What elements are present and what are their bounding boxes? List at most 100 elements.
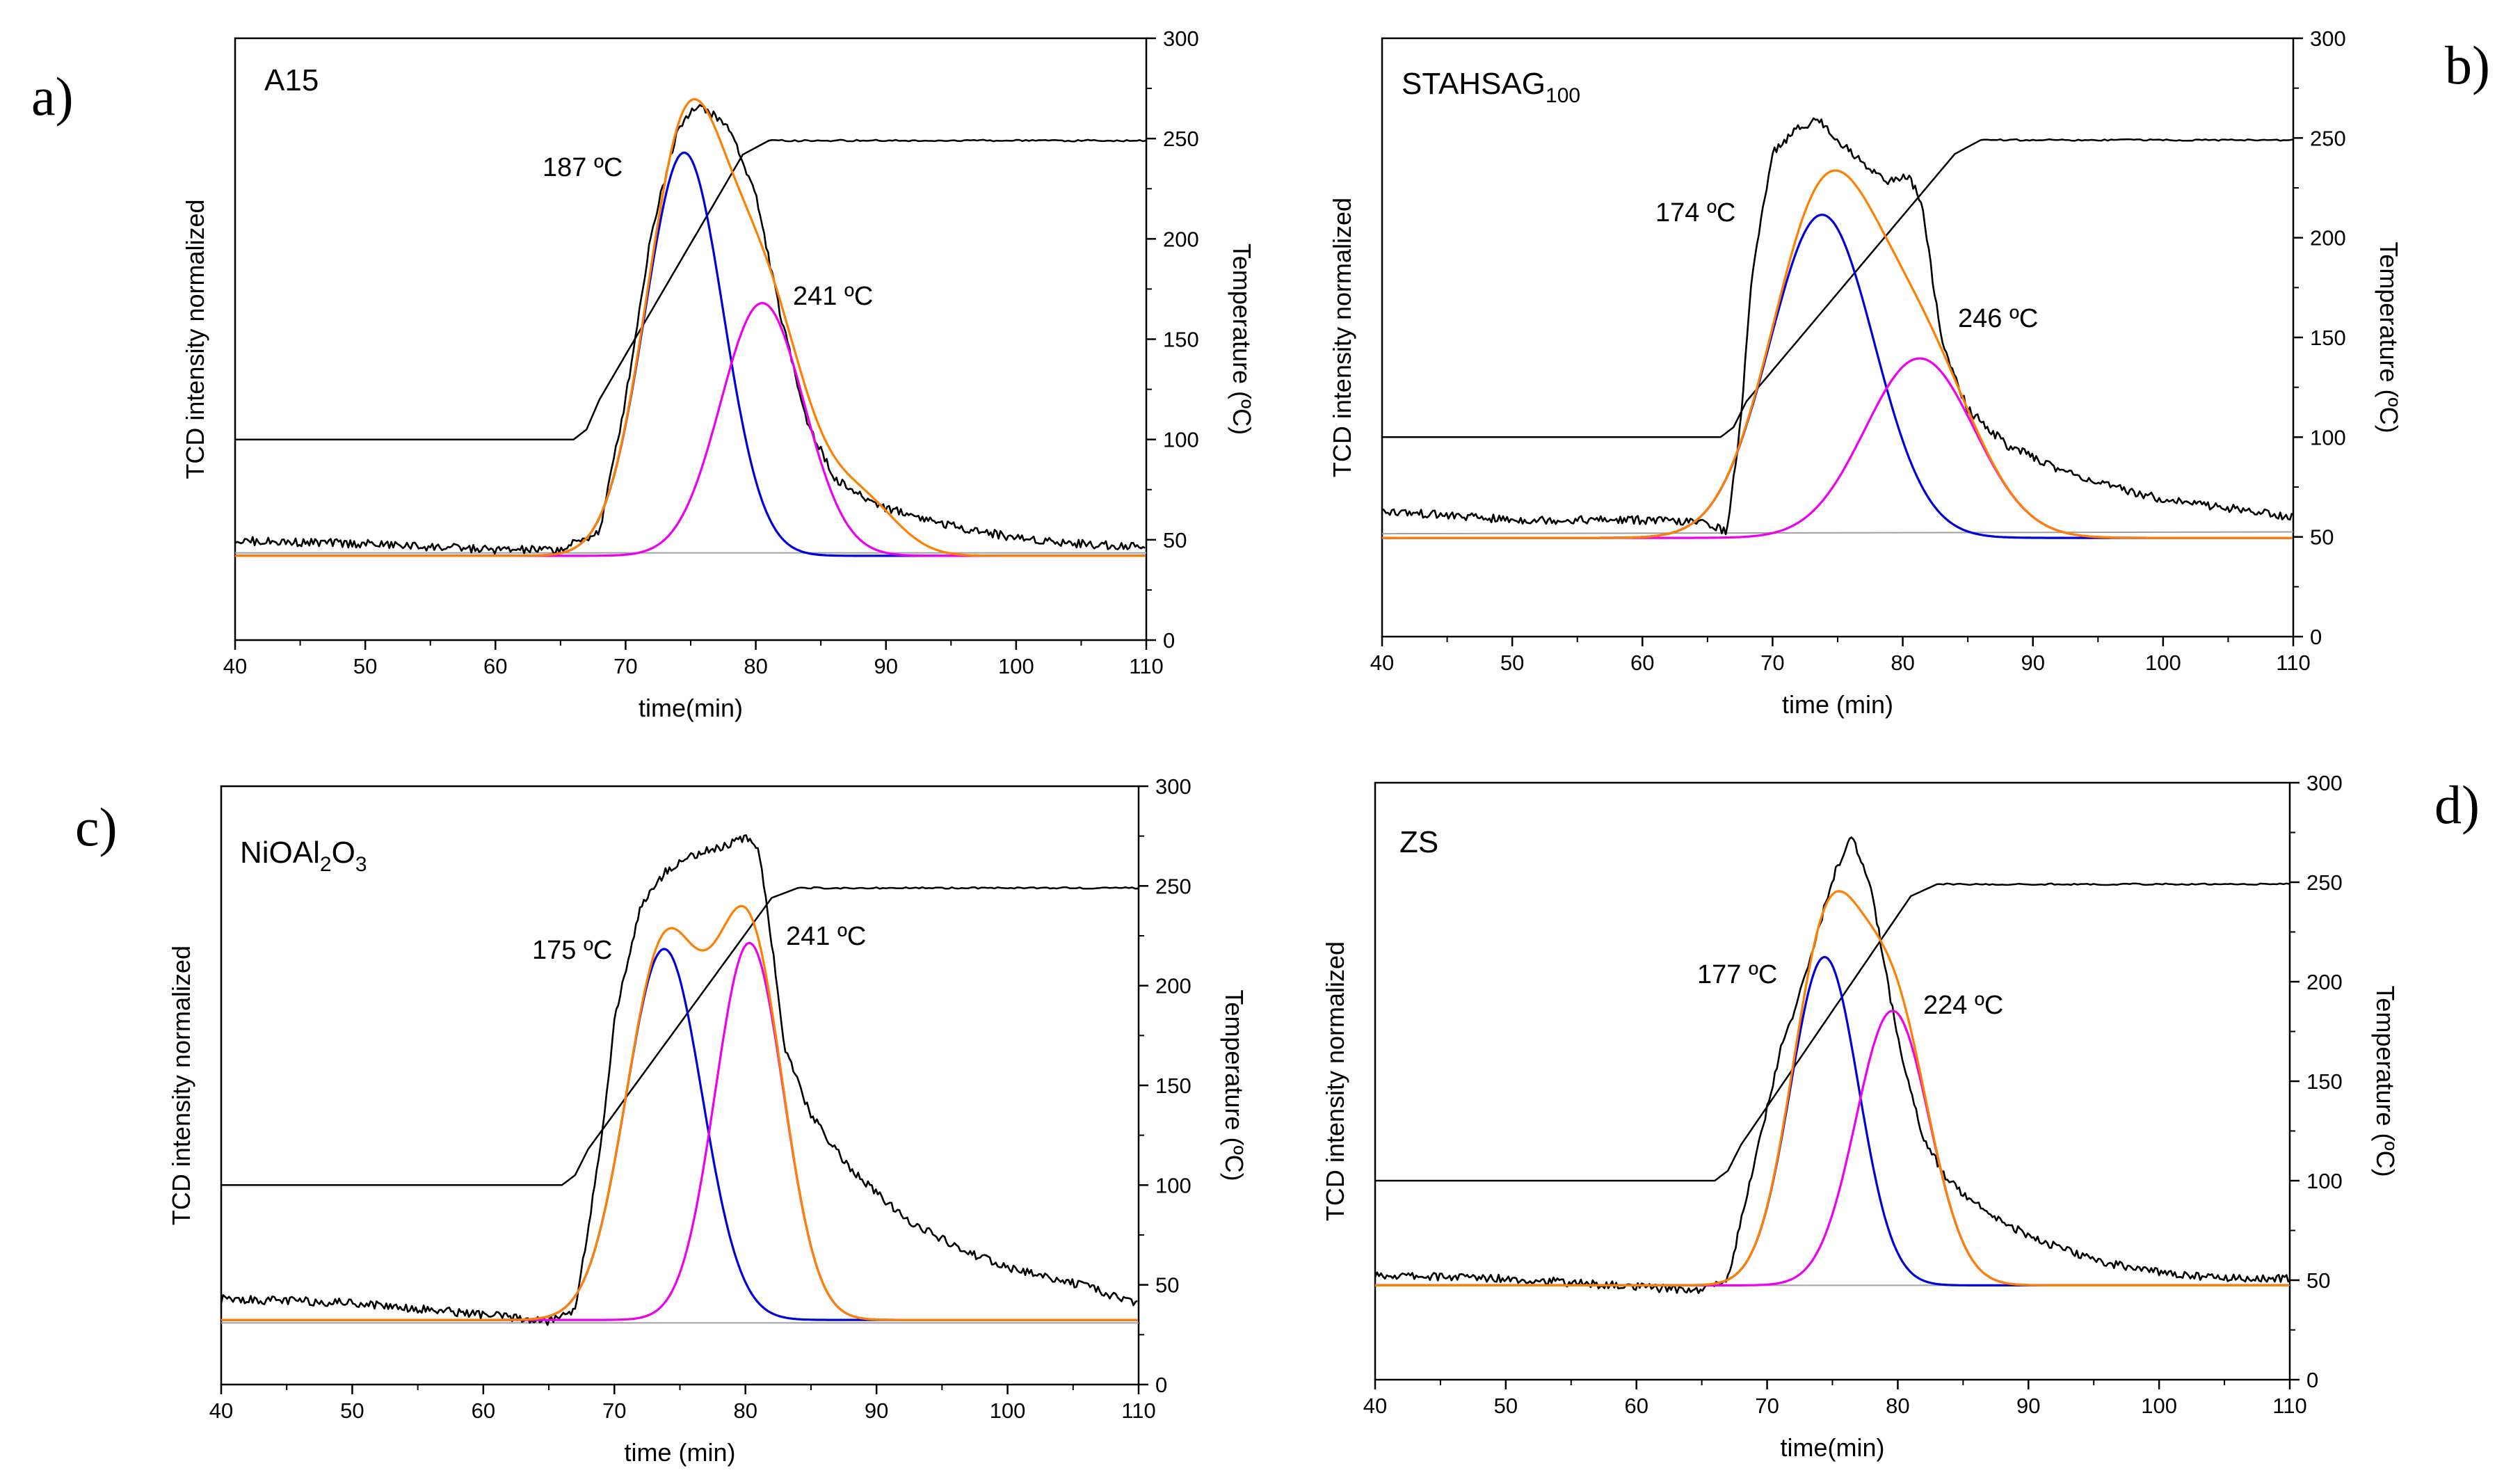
y-tick-label: 150	[2310, 326, 2346, 350]
peak-annotation: 246 ºC	[1958, 304, 2038, 333]
x-tick-label: 60	[1624, 1394, 1648, 1418]
x-tick-label: 80	[733, 1398, 757, 1423]
x-tick-label: 90	[865, 1398, 888, 1423]
y-tick-label: 150	[2306, 1069, 2343, 1094]
y-tick-label: 200	[1163, 227, 1199, 251]
peak-annotation: 241 ºC	[786, 922, 866, 951]
x-tick-label: 70	[1755, 1394, 1779, 1418]
peak1-fit-line	[235, 151, 1146, 557]
curves	[1375, 836, 2290, 1294]
sample-label: A15	[264, 63, 319, 97]
peak1-fit-line	[1382, 214, 2293, 539]
sample-label: ZS	[1399, 825, 1438, 859]
y-tick-label: 250	[1163, 127, 1199, 151]
y-axis-label-right: Temperature (ºC)	[2371, 985, 2400, 1177]
envelope-fit-line	[221, 904, 1138, 1321]
y-tick-label: 50	[2306, 1268, 2330, 1293]
y-tick-label: 0	[1155, 1373, 1167, 1397]
x-tick-label: 40	[209, 1398, 233, 1423]
y-tick-label: 0	[1163, 628, 1175, 653]
y-tick-label: 200	[2310, 226, 2346, 250]
peak-annotation: 241 ºC	[793, 282, 873, 311]
peak-annotation: 187 ºC	[543, 153, 623, 182]
x-tick-label: 80	[744, 654, 767, 678]
sample-label: STAHSAG100	[1402, 67, 1580, 107]
x-tick-label: 100	[998, 654, 1034, 678]
panel-letter: d)	[2434, 774, 2480, 835]
x-tick-label: 60	[483, 654, 507, 678]
y-tick-label: 300	[2310, 26, 2346, 51]
y-axis-label-left: TCD intensity normalized	[181, 199, 209, 479]
x-tick-label: 110	[1121, 1398, 1155, 1423]
x-tick-label: 100	[2145, 651, 2181, 675]
y-tick-label: 250	[2310, 126, 2346, 150]
y-tick-label: 100	[1155, 1173, 1191, 1197]
x-tick-label: 60	[472, 1398, 495, 1423]
temperature-line	[235, 138, 1146, 440]
x-tick-label: 50	[353, 654, 377, 678]
x-tick-label: 80	[1891, 651, 1914, 675]
y-tick-label: 150	[1163, 328, 1199, 352]
y-axis-label-left: TCD intensity normalized	[167, 946, 195, 1225]
peak-annotation: 224 ºC	[1923, 991, 2003, 1020]
y-tick-label: 300	[1155, 774, 1191, 799]
plot-frame	[220, 785, 1140, 1386]
y-tick-label: 250	[1155, 874, 1191, 898]
y-tick-label: 100	[2306, 1169, 2343, 1193]
plot-frame	[1374, 781, 2291, 1381]
peak1-fit-line	[221, 948, 1138, 1321]
sample-label: NiOAl2O3	[240, 836, 367, 876]
x-tick-label: 40	[1370, 651, 1394, 675]
envelope-fit-line	[1382, 169, 2293, 539]
y-axis-label-left: TCD intensity normalized	[1328, 198, 1356, 477]
y-tick-label: 50	[1163, 528, 1187, 552]
x-axis-label: time(min)	[1781, 1433, 1885, 1462]
peak1-fit-line	[1375, 955, 2289, 1287]
x-tick-label: 100	[2141, 1394, 2177, 1418]
x-tick-label: 50	[1500, 651, 1524, 675]
peak-annotation: 175 ºC	[532, 936, 612, 965]
panel-letter: b)	[2445, 35, 2490, 95]
temperature-line	[1375, 882, 2290, 1182]
y-axis-label-right: Temperature (ºC)	[2375, 241, 2403, 433]
y-tick-label: 0	[2306, 1368, 2318, 1392]
plot-frame	[234, 37, 1148, 641]
y-tick-label: 250	[2306, 870, 2343, 895]
panel-letter: c)	[75, 797, 118, 857]
x-tick-label: 60	[1630, 651, 1654, 675]
x-tick-label: 80	[1886, 1394, 1909, 1418]
y-tick-label: 300	[1163, 26, 1199, 51]
x-tick-label: 70	[602, 1398, 626, 1423]
x-tick-label: 70	[1760, 651, 1784, 675]
y-tick-label: 200	[2306, 970, 2343, 994]
peak-annotation: 177 ºC	[1697, 960, 1777, 989]
x-tick-label: 100	[990, 1398, 1026, 1423]
temperature-line	[221, 886, 1139, 1186]
y-tick-label: 200	[1155, 974, 1191, 998]
y-tick-label: 50	[1155, 1273, 1179, 1298]
peak-annotation: 174 ºC	[1655, 198, 1735, 228]
peak2-fit-line	[221, 941, 1138, 1321]
x-tick-label: 40	[223, 654, 247, 678]
x-tick-label: 40	[1363, 1394, 1387, 1418]
curves	[1382, 117, 2293, 539]
y-tick-label: 100	[2310, 425, 2346, 449]
peak2-fit-line	[1382, 357, 2293, 539]
x-tick-label: 50	[1494, 1394, 1518, 1418]
y-tick-label: 0	[2310, 625, 2322, 649]
tcd-signal-line	[1382, 117, 2293, 536]
x-tick-label: 110	[1129, 654, 1163, 678]
x-tick-label: 90	[874, 654, 897, 678]
plot-frame	[1381, 37, 2295, 638]
curves	[221, 834, 1139, 1326]
x-tick-label: 110	[2272, 1394, 2306, 1418]
temperature-line	[1382, 138, 2293, 438]
tcd-signal-line	[235, 104, 1146, 555]
y-tick-label: 300	[2306, 771, 2343, 795]
x-axis-label: time (min)	[1782, 690, 1893, 719]
